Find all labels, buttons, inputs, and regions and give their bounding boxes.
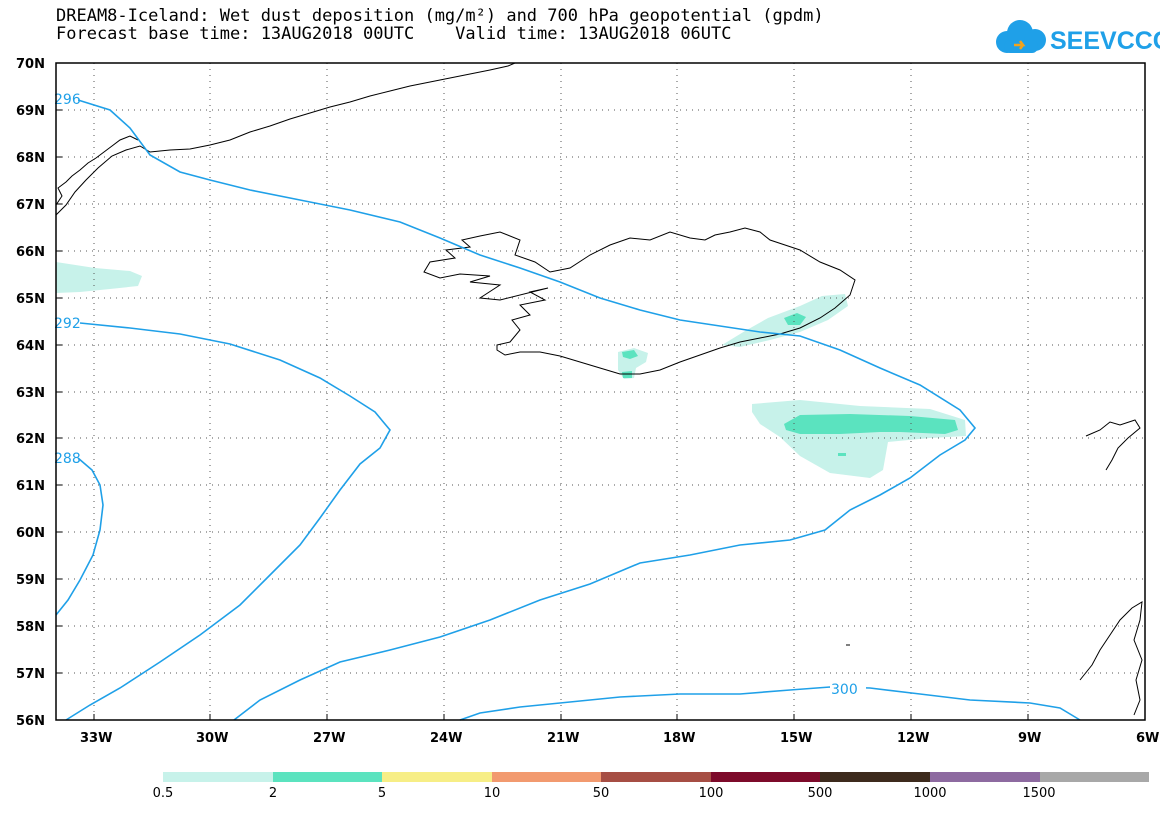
lat-label-67n: 67N xyxy=(16,198,45,213)
legend-value: 500 xyxy=(807,786,833,801)
legend-swatch-2 xyxy=(272,772,383,782)
lon-label-12w: 12W xyxy=(897,731,929,746)
contour-292 xyxy=(65,322,391,721)
lat-label-57n: 57N xyxy=(16,667,45,682)
legend-swatch-6 xyxy=(710,772,821,782)
dust-area-east-iceland xyxy=(722,294,848,347)
logo-text: SEEVCCC xyxy=(1050,27,1160,55)
contour-label-288: 288 xyxy=(54,451,81,467)
contour-288 xyxy=(55,457,104,616)
lat-label-62n: 62N xyxy=(16,432,45,447)
dust-core-south-atlantic xyxy=(784,414,958,434)
dust-area-south-atlantic xyxy=(752,400,966,478)
legend-swatch-8 xyxy=(929,772,1040,782)
lat-label-58n: 58N xyxy=(16,620,45,635)
color-legend xyxy=(163,772,1150,782)
coastlines xyxy=(55,62,1143,716)
legend-swatch-4 xyxy=(491,772,602,782)
lat-label-69n: 69N xyxy=(16,104,45,119)
contour-296 xyxy=(77,99,977,721)
legend-swatch-3 xyxy=(382,772,492,782)
lon-label-6w: 6W xyxy=(1136,731,1159,746)
lat-label-70n: 70N xyxy=(16,57,45,72)
legend-value: 5 xyxy=(377,786,387,801)
latitude-labels: 70N 69N 68N 67N 66N 65N 64N 63N 62N 61N … xyxy=(16,57,45,729)
dust-spot-small xyxy=(838,453,846,456)
contour-300 xyxy=(459,686,1081,721)
legend-value: 1500 xyxy=(1022,786,1056,801)
legend-swatch-7 xyxy=(820,772,930,782)
legend-swatch-5 xyxy=(601,772,711,782)
lat-label-61n: 61N xyxy=(16,479,45,494)
greenland-coast-detail xyxy=(55,135,139,206)
lon-label-33w: 33W xyxy=(80,731,112,746)
iceland-coast xyxy=(423,227,856,375)
seevccc-logo: SEEVCCC xyxy=(996,20,1160,55)
contour-label-292: 292 xyxy=(54,316,81,332)
lat-label-59n: 59N xyxy=(16,573,45,588)
legend-value: 0.5 xyxy=(152,786,174,801)
norway-coast-mid xyxy=(1085,419,1141,471)
legend-value: 1000 xyxy=(913,786,947,801)
legend-swatch-9 xyxy=(1039,772,1150,782)
lat-label-60n: 60N xyxy=(16,526,45,541)
lat-label-66n: 66N xyxy=(16,245,45,260)
norway-coast-south xyxy=(1079,601,1143,716)
lat-label-63n: 63N xyxy=(16,386,45,401)
greenland-coast xyxy=(55,62,516,216)
lon-label-27w: 27W xyxy=(313,731,345,746)
lat-label-64n: 64N xyxy=(16,339,45,354)
lat-label-68n: 68N xyxy=(16,151,45,166)
map-subtitle: Forecast base time: 13AUG2018 00UTC Vali… xyxy=(56,24,732,44)
lat-label-65n: 65N xyxy=(16,292,45,307)
legend-value: 2 xyxy=(268,786,278,801)
lon-label-21w: 21W xyxy=(547,731,579,746)
legend-value: 100 xyxy=(698,786,724,801)
lon-label-24w: 24W xyxy=(430,731,462,746)
cloud-icon xyxy=(996,20,1046,53)
lat-label-56n: 56N xyxy=(16,714,45,729)
dust-core-south-iceland xyxy=(622,350,638,359)
dust-shading xyxy=(56,262,966,478)
legend-value: 50 xyxy=(592,786,610,801)
legend-value: 10 xyxy=(483,786,501,801)
contour-label-300: 300 xyxy=(831,682,858,698)
lon-label-18w: 18W xyxy=(663,731,695,746)
geopotential-contours xyxy=(55,99,1081,721)
legend-swatch-1 xyxy=(163,772,273,782)
tick-marks xyxy=(56,62,1029,720)
contour-label-296: 296 xyxy=(54,92,81,108)
map-title: DREAM8-Iceland: Wet dust deposition (mg/… xyxy=(56,6,824,26)
dust-area-west xyxy=(56,262,142,293)
lon-label-9w: 9W xyxy=(1018,731,1041,746)
longitude-labels: 33W 30W 27W 24W 21W 18W 15W 12W 9W 6W xyxy=(80,731,1159,746)
lon-label-15w: 15W xyxy=(780,731,812,746)
lon-label-30w: 30W xyxy=(196,731,228,746)
dust-core-east-iceland xyxy=(784,313,806,325)
